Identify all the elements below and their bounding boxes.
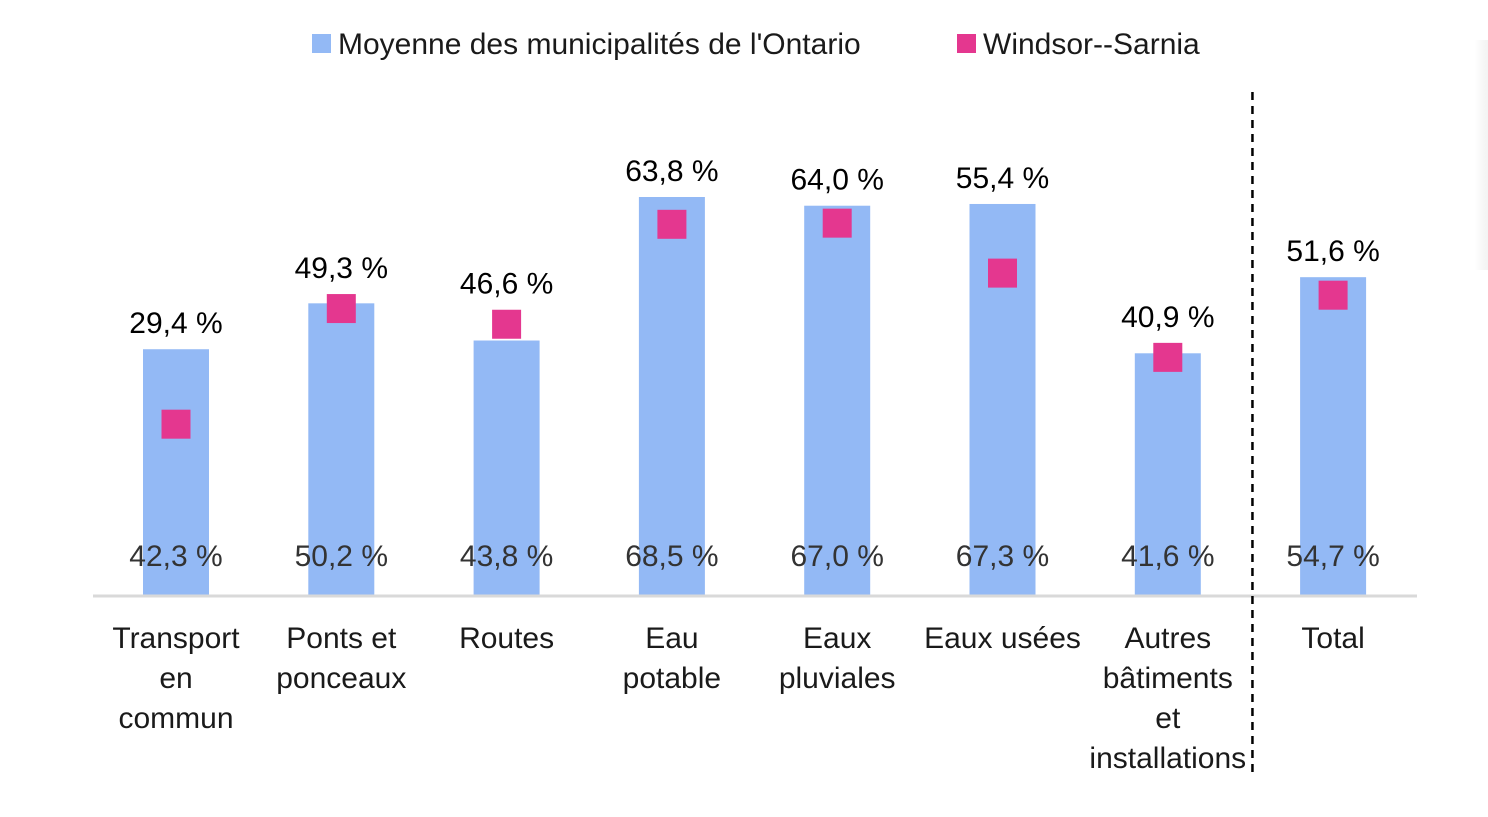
category-label: Transport en commun <box>112 622 240 735</box>
data-labels: 42,3 % 29,4 % 50,2 % 49,3 % 43,8 % 46,6 % 68,5… <box>129 155 1380 573</box>
marker-value-label: 51,6 % <box>1286 235 1379 268</box>
bar <box>1134 353 1201 595</box>
legend: Moyenne des municipalités de l'Ontario Wi… <box>312 28 1200 61</box>
marker-value-label: 49,3 % <box>295 252 388 285</box>
bar <box>1300 277 1367 595</box>
bar-value-label: 54,7 % <box>1286 540 1379 573</box>
legend-swatch-markers <box>957 34 976 53</box>
bar <box>143 349 209 595</box>
marker-point <box>326 294 356 324</box>
category-label: Routes <box>459 622 554 655</box>
bar-value-label: 42,3 % <box>129 540 222 573</box>
bar <box>308 303 375 595</box>
marker-point <box>161 409 191 439</box>
bar-value-label: 67,3 % <box>956 540 1049 573</box>
marker-value-label: 29,4 % <box>129 307 222 340</box>
category-label: Total <box>1301 622 1364 655</box>
bar <box>804 205 871 595</box>
bar-value-label: 68,5 % <box>625 540 718 573</box>
marker-value-label: 55,4 % <box>956 162 1049 195</box>
bar-value-label: 50,2 % <box>295 540 388 573</box>
marker-point <box>1318 280 1348 310</box>
category-labels: Transport en commun Ponts et ponceaux Routes E… <box>112 622 1364 775</box>
category-label: Eau potable <box>623 622 721 695</box>
legend-label-bars: Moyenne des municipalités de l'Ontario <box>338 28 861 61</box>
x-axis <box>93 92 1417 772</box>
category-label: Ponts et ponceaux <box>276 622 406 695</box>
marker-point <box>988 258 1017 288</box>
marker-value-label: 40,9 % <box>1121 301 1214 334</box>
bar-value-label: 41,6 % <box>1121 540 1214 573</box>
marker-point <box>657 209 687 239</box>
category-label: Autres bâtiments et installations <box>1089 622 1246 775</box>
marker-series <box>161 208 1348 439</box>
legend-swatch-bars <box>312 34 331 53</box>
bar <box>638 197 705 595</box>
edge-shadow <box>1474 40 1488 270</box>
marker-value-label: 63,8 % <box>625 155 718 188</box>
marker-point <box>492 309 522 339</box>
marker-value-label: 46,6 % <box>460 268 553 301</box>
legend-label-markers: Windsor--Sarnia <box>983 28 1200 61</box>
marker-value-label: 64,0 % <box>790 164 883 197</box>
bar-value-label: 67,0 % <box>790 540 883 573</box>
bar <box>473 340 540 595</box>
marker-point <box>822 208 852 238</box>
category-label: Eaux pluviales <box>779 622 896 695</box>
bar-series <box>143 197 1367 595</box>
marker-point <box>1153 342 1183 372</box>
category-label: Eaux usées <box>924 622 1081 655</box>
bar-value-label: 43,8 % <box>460 540 553 573</box>
